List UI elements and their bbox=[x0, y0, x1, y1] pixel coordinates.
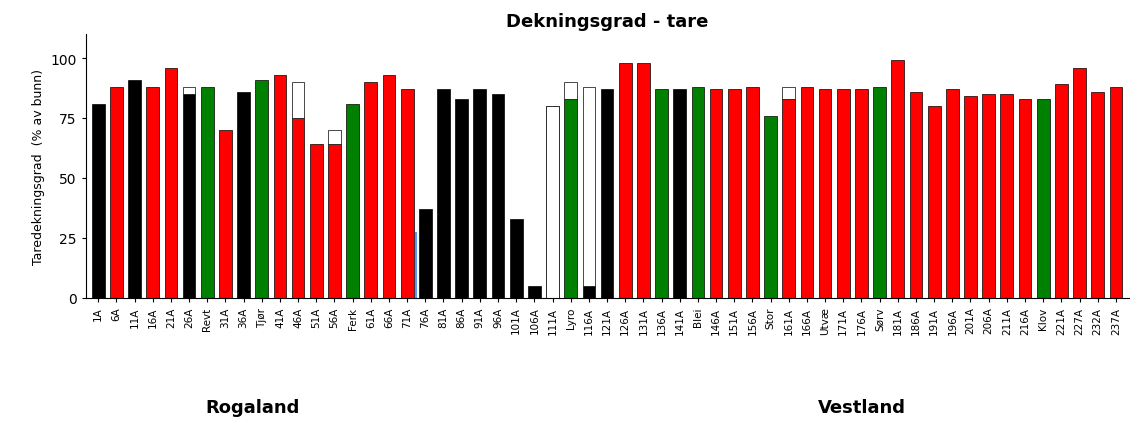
Bar bbox=[764, 116, 777, 298]
Bar bbox=[619, 64, 632, 298]
Bar bbox=[146, 88, 160, 298]
Bar bbox=[946, 90, 959, 298]
Bar bbox=[182, 95, 195, 298]
Bar bbox=[1019, 99, 1032, 298]
Bar bbox=[637, 64, 650, 298]
Bar bbox=[837, 90, 849, 298]
Bar bbox=[292, 83, 304, 119]
Bar bbox=[800, 88, 813, 298]
Bar bbox=[401, 90, 414, 298]
Bar bbox=[128, 81, 141, 298]
Bar bbox=[546, 107, 559, 298]
Text: Vestland: Vestland bbox=[817, 398, 905, 416]
Bar bbox=[201, 88, 213, 298]
Bar bbox=[546, 107, 559, 298]
Bar bbox=[164, 68, 178, 298]
Bar bbox=[219, 131, 231, 298]
Bar bbox=[1073, 68, 1086, 298]
Bar bbox=[928, 107, 940, 298]
Bar bbox=[328, 145, 341, 298]
Bar bbox=[310, 145, 323, 298]
Bar bbox=[347, 104, 359, 298]
Bar bbox=[1091, 92, 1104, 298]
Bar bbox=[292, 119, 304, 298]
Bar bbox=[782, 88, 795, 99]
Bar bbox=[564, 83, 577, 99]
Bar bbox=[365, 83, 377, 298]
Bar bbox=[1001, 95, 1013, 298]
Bar bbox=[92, 104, 105, 298]
Bar bbox=[328, 131, 341, 145]
Bar bbox=[274, 76, 286, 298]
Bar bbox=[510, 219, 522, 298]
Bar bbox=[420, 209, 432, 298]
Bar bbox=[1109, 88, 1122, 298]
Bar bbox=[819, 90, 831, 298]
Y-axis label: Taredekningsgrad  (% av bunn): Taredekningsgrad (% av bunn) bbox=[32, 69, 44, 264]
Bar bbox=[782, 99, 795, 298]
Bar bbox=[564, 99, 577, 298]
Bar bbox=[656, 90, 668, 298]
Text: Rogaland: Rogaland bbox=[205, 398, 300, 416]
Bar bbox=[746, 88, 759, 298]
Bar bbox=[855, 90, 868, 298]
Bar bbox=[710, 90, 723, 298]
Bar bbox=[455, 99, 469, 298]
Bar bbox=[528, 286, 540, 298]
Bar bbox=[237, 92, 250, 298]
Bar bbox=[583, 286, 595, 298]
Bar bbox=[437, 90, 450, 298]
Bar bbox=[891, 61, 904, 298]
Bar bbox=[983, 95, 995, 298]
Bar bbox=[674, 90, 686, 298]
Bar bbox=[692, 88, 705, 298]
Bar bbox=[1054, 85, 1068, 298]
Bar bbox=[964, 97, 977, 298]
Title: Dekningsgrad - tare: Dekningsgrad - tare bbox=[506, 13, 708, 31]
Bar bbox=[910, 92, 922, 298]
Bar bbox=[1036, 99, 1050, 298]
Bar bbox=[728, 90, 741, 298]
Bar bbox=[873, 88, 886, 298]
Bar bbox=[383, 76, 396, 298]
Bar bbox=[491, 95, 504, 298]
Bar bbox=[182, 88, 195, 95]
Bar bbox=[255, 81, 268, 298]
Bar bbox=[583, 88, 595, 286]
Bar bbox=[473, 90, 486, 298]
Bar bbox=[601, 90, 613, 298]
Bar bbox=[111, 88, 123, 298]
